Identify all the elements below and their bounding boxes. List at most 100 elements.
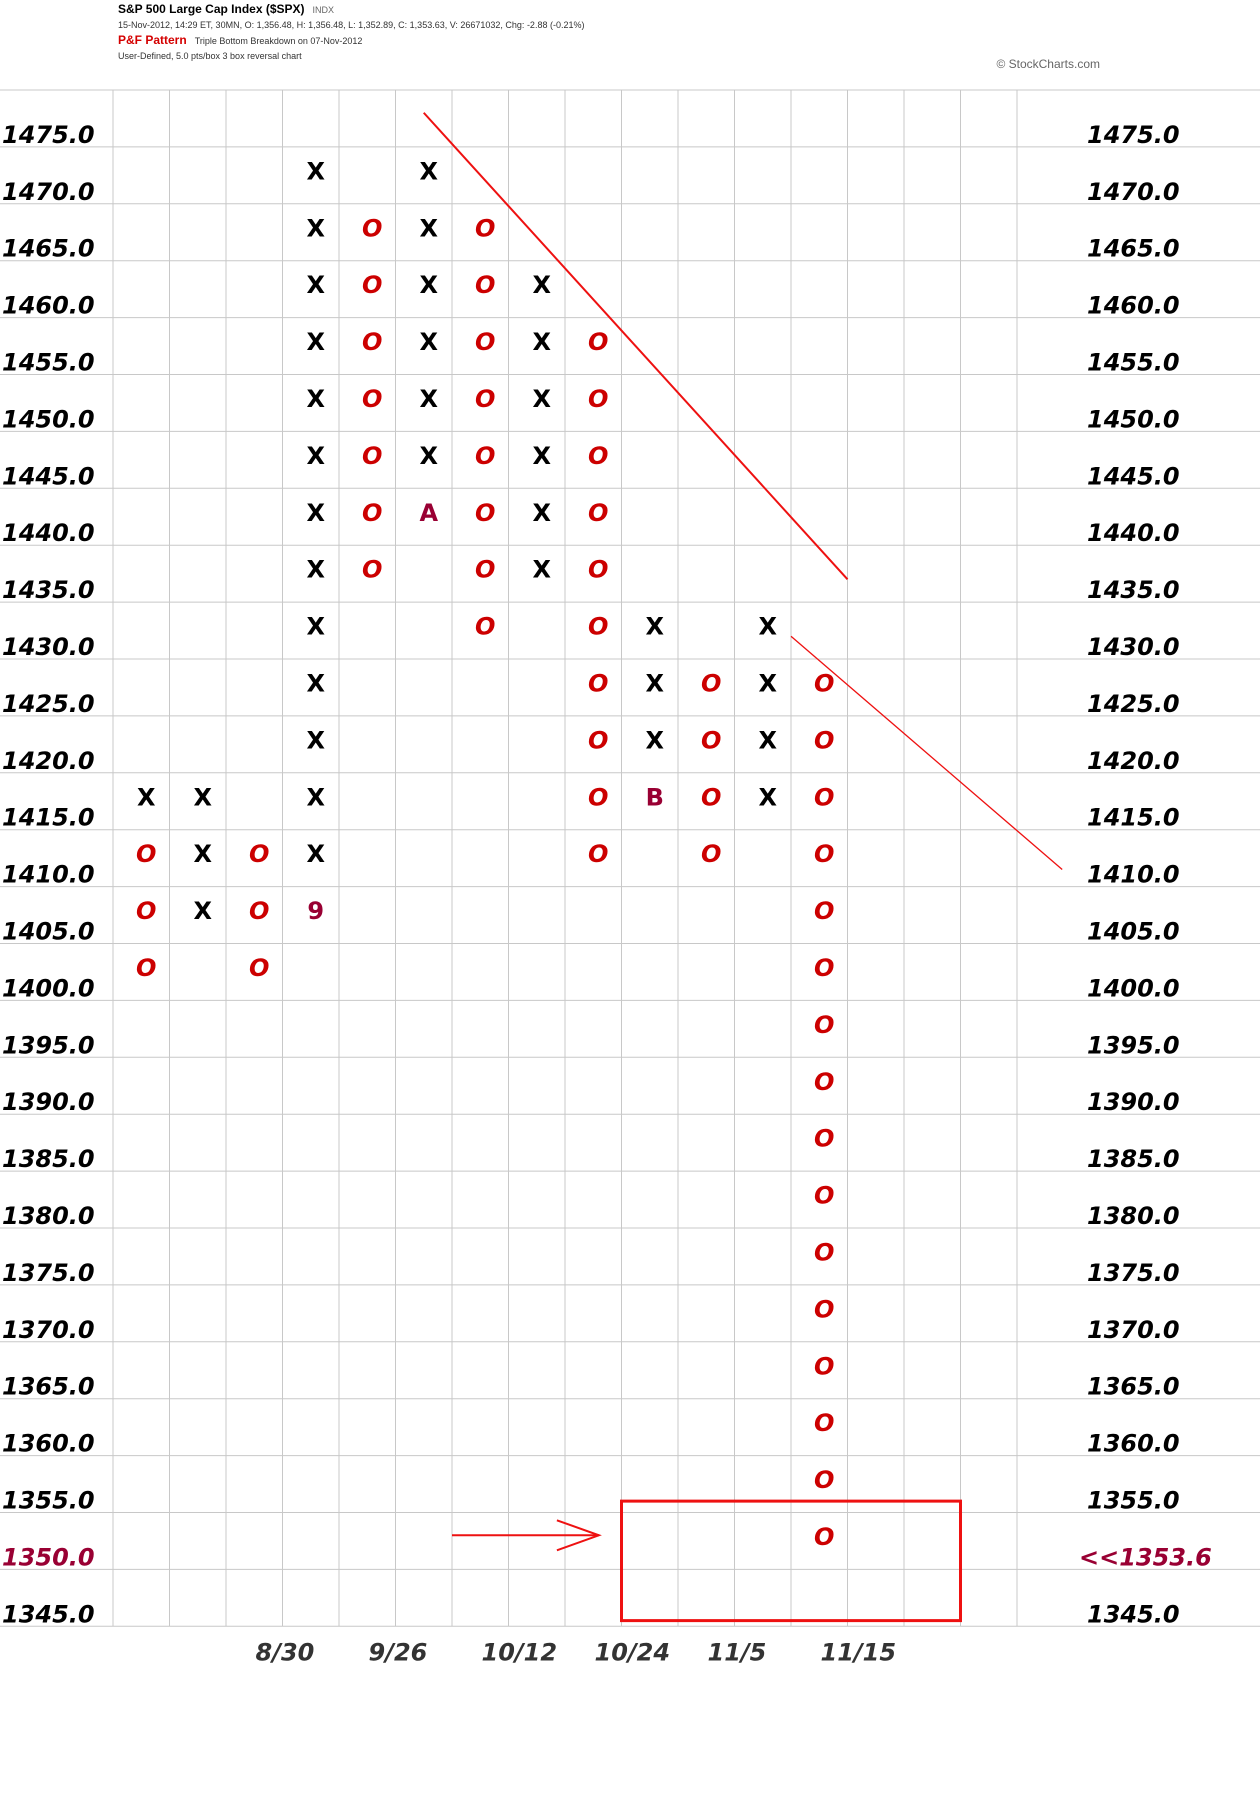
o-box: O <box>475 556 495 584</box>
y-tick-label-left: 1380.0 <box>2 1202 95 1230</box>
y-tick-label-right: 1375.0 <box>1087 1259 1180 1287</box>
x-tick-label: 10/24 <box>595 1638 671 1666</box>
o-box: O <box>249 840 269 868</box>
o-box: O <box>588 442 608 470</box>
y-tick-label-right: 1355.0 <box>1087 1487 1180 1515</box>
trend-line <box>790 635 1063 871</box>
y-tick-label-right: 1430.0 <box>1087 633 1180 661</box>
o-box: O <box>136 954 156 982</box>
o-box: O <box>136 897 156 925</box>
o-box: O <box>588 328 608 356</box>
chart-title-text: S&P 500 Large Cap Index ($SPX) <box>118 2 305 16</box>
o-box: O <box>814 1466 834 1494</box>
o-box: O <box>814 783 834 811</box>
o-box: O <box>362 271 382 299</box>
x-box: X <box>532 328 551 356</box>
o-box: O <box>814 1068 834 1096</box>
o-box: O <box>814 840 834 868</box>
o-box: O <box>362 556 382 584</box>
y-tick-label-left: 1435.0 <box>2 576 95 604</box>
y-tick-label-left: 1450.0 <box>2 405 95 433</box>
o-box: O <box>362 499 382 527</box>
o-box: O <box>814 1182 834 1210</box>
y-tick-label-right: 1435.0 <box>1087 576 1180 604</box>
o-box: O <box>814 726 834 754</box>
o-box: O <box>814 1011 834 1039</box>
o-box: O <box>362 442 382 470</box>
y-tick-label-right: 1395.0 <box>1087 1031 1180 1059</box>
x-box: X <box>758 783 777 811</box>
x-box: X <box>306 214 325 242</box>
chart-title: S&P 500 Large Cap Index ($SPX) INDX <box>118 2 334 16</box>
o-box: O <box>588 669 608 697</box>
y-tick-label-right: 1400.0 <box>1087 974 1180 1002</box>
y-tick-label-right: 1380.0 <box>1087 1202 1180 1230</box>
o-box: O <box>475 271 495 299</box>
pattern-text: Triple Bottom Breakdown on 07-Nov-2012 <box>194 36 363 46</box>
y-tick-label-left: 1415.0 <box>2 804 95 832</box>
y-tick-label-left: 1455.0 <box>2 349 95 377</box>
o-box: O <box>814 897 834 925</box>
y-tick-label-left: 1365.0 <box>2 1373 95 1401</box>
x-box: X <box>532 385 551 413</box>
x-box: X <box>306 783 325 811</box>
y-tick-label-left: 1475.0 <box>2 121 95 149</box>
o-box: O <box>588 840 608 868</box>
y-tick-label-left: 1370.0 <box>2 1316 95 1344</box>
y-tick-label-right: 1390.0 <box>1087 1088 1180 1116</box>
annotations <box>423 112 1063 1623</box>
x-box: X <box>306 613 325 641</box>
x-box: X <box>193 897 212 925</box>
arrow-head <box>556 1519 602 1552</box>
x-box: X <box>532 556 551 584</box>
o-box: O <box>588 726 608 754</box>
y-tick-label-left: 1400.0 <box>2 974 95 1002</box>
x-tick-label: 11/15 <box>821 1638 897 1666</box>
x-box: X <box>306 556 325 584</box>
x-tick-label: 11/5 <box>708 1638 767 1666</box>
o-box: O <box>588 783 608 811</box>
y-tick-label-right: 1465.0 <box>1087 235 1180 263</box>
o-box: O <box>814 1295 834 1323</box>
x-box: X <box>306 157 325 185</box>
o-box: O <box>701 669 721 697</box>
y-tick-label-right: 1450.0 <box>1087 405 1180 433</box>
o-box: O <box>701 840 721 868</box>
x-box: X <box>419 271 438 299</box>
y-tick-label-left: 1420.0 <box>2 747 95 775</box>
o-box: O <box>814 669 834 697</box>
o-box: O <box>814 1125 834 1153</box>
x-box: X <box>419 157 438 185</box>
grid-layer <box>0 89 1260 1627</box>
y-tick-label-right: 1420.0 <box>1087 747 1180 775</box>
y-tick-label-left: 1465.0 <box>2 235 95 263</box>
last-price-label: <<1353.6 <box>1079 1543 1212 1571</box>
highlight-box <box>620 1499 962 1623</box>
x-box: X <box>193 783 212 811</box>
y-tick-label-left: 1375.0 <box>2 1259 95 1287</box>
x-box: X <box>645 726 664 754</box>
o-box: O <box>814 954 834 982</box>
y-tick-label-right: 1365.0 <box>1087 1373 1180 1401</box>
y-tick-label-left: 1355.0 <box>2 1487 95 1515</box>
y-tick-label-right: 1425.0 <box>1087 690 1180 718</box>
x-box: X <box>306 840 325 868</box>
x-box: X <box>645 669 664 697</box>
y-tick-label-right: 1415.0 <box>1087 804 1180 832</box>
x-box: X <box>419 214 438 242</box>
o-box: O <box>588 499 608 527</box>
x-box: X <box>532 499 551 527</box>
x-box: X <box>758 613 777 641</box>
o-box: O <box>814 1523 834 1551</box>
o-box: O <box>475 385 495 413</box>
x-box: X <box>306 271 325 299</box>
month-marker: 9 <box>307 897 324 925</box>
y-tick-label-right: 1475.0 <box>1087 121 1180 149</box>
o-box: O <box>814 1409 834 1437</box>
ohlc-line: 15-Nov-2012, 14:29 ET, 30MN, O: 1,356.48… <box>118 20 585 30</box>
x-tick-label: 10/12 <box>482 1638 558 1666</box>
y-tick-label-right: 1440.0 <box>1087 519 1180 547</box>
y-tick-label-left: 1410.0 <box>2 861 95 889</box>
y-tick-label-left: 1460.0 <box>2 292 95 320</box>
